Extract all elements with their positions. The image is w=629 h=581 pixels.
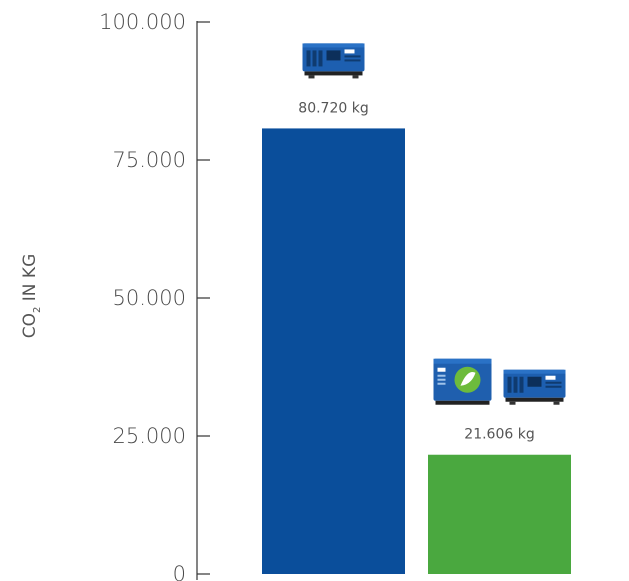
y-axis-title: CO2 IN KG xyxy=(20,254,43,339)
y-tick-label: 0 xyxy=(173,562,186,581)
y-tick-label: 75.000 xyxy=(113,148,186,172)
y-tick-label: 50.000 xyxy=(113,286,186,310)
hybrid-battery-icon xyxy=(433,358,492,405)
bar-value-label: 21.606 kg xyxy=(464,427,534,443)
bar-value-label: 80.720 kg xyxy=(298,100,368,116)
y-tick-label: 25.000 xyxy=(113,424,186,448)
generator-icon xyxy=(503,369,566,405)
bar-1 xyxy=(262,128,405,574)
bars: 80.720 kg 21.606 kg xyxy=(262,100,571,574)
y-axis: 0 25.000 50.000 75.000 100.000 xyxy=(99,10,210,581)
y-tick-label: 100.000 xyxy=(99,10,186,34)
bar-2 xyxy=(428,454,571,574)
generator-icon xyxy=(302,43,365,79)
